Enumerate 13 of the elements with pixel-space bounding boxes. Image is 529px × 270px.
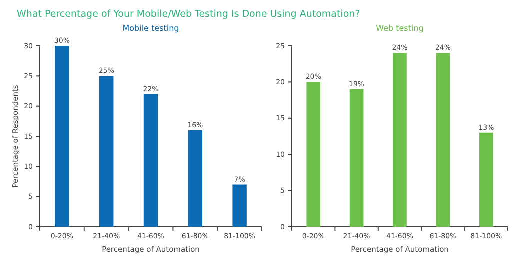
- chart-subtitle: Mobile testing: [122, 24, 180, 33]
- bar: [144, 94, 158, 227]
- bar: [99, 76, 114, 227]
- bar: [479, 132, 494, 227]
- bar: [350, 89, 364, 227]
- bar: [232, 184, 247, 227]
- chart-title: What Percentage of Your Mobile/Web Testing Is Done Using Automation?: [17, 9, 360, 20]
- bar: [188, 130, 203, 227]
- bar: [436, 53, 450, 227]
- chart-subtitle: Web testing: [376, 24, 424, 33]
- bar: [55, 46, 70, 227]
- bar: [306, 82, 321, 227]
- bar: [393, 53, 407, 227]
